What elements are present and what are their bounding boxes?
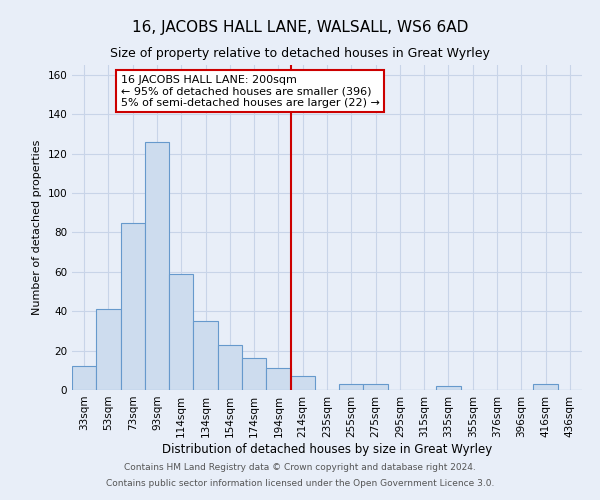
Bar [145, 142, 169, 390]
Bar [339, 384, 364, 390]
Bar [218, 344, 242, 390]
Bar [266, 368, 290, 390]
Text: 16, JACOBS HALL LANE, WALSALL, WS6 6AD: 16, JACOBS HALL LANE, WALSALL, WS6 6AD [132, 20, 468, 35]
Bar [242, 358, 266, 390]
X-axis label: Distribution of detached houses by size in Great Wyrley: Distribution of detached houses by size … [162, 442, 492, 456]
Bar [121, 222, 145, 390]
Bar [290, 376, 315, 390]
Bar [96, 309, 121, 390]
Bar [169, 274, 193, 390]
Bar [533, 384, 558, 390]
Bar [436, 386, 461, 390]
Bar [364, 384, 388, 390]
Text: Contains public sector information licensed under the Open Government Licence 3.: Contains public sector information licen… [106, 478, 494, 488]
Bar [193, 321, 218, 390]
Text: Size of property relative to detached houses in Great Wyrley: Size of property relative to detached ho… [110, 48, 490, 60]
Text: 16 JACOBS HALL LANE: 200sqm
← 95% of detached houses are smaller (396)
5% of sem: 16 JACOBS HALL LANE: 200sqm ← 95% of det… [121, 75, 379, 108]
Text: Contains HM Land Registry data © Crown copyright and database right 2024.: Contains HM Land Registry data © Crown c… [124, 464, 476, 472]
Bar [72, 366, 96, 390]
Y-axis label: Number of detached properties: Number of detached properties [32, 140, 42, 315]
